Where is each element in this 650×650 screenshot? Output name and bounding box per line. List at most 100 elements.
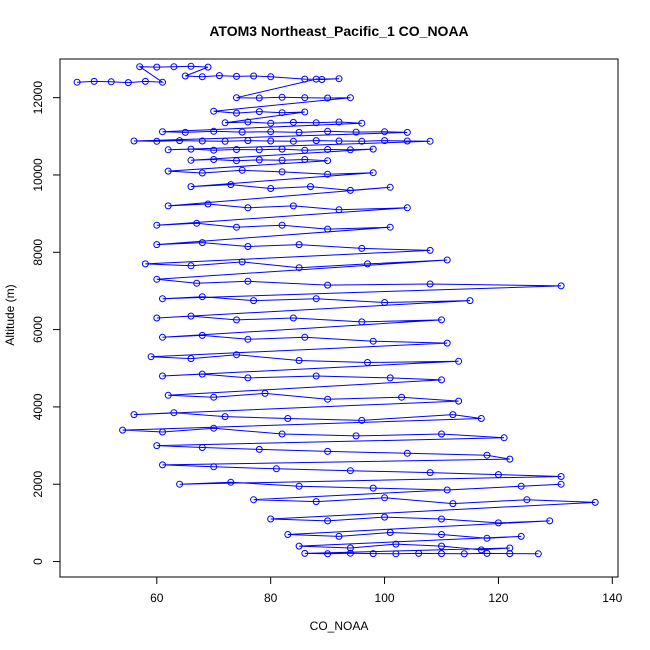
data-point xyxy=(483,549,491,557)
data-point xyxy=(267,137,275,145)
data-point xyxy=(159,461,166,469)
data-point xyxy=(233,94,240,102)
y-tick-label: 12000 xyxy=(31,81,45,115)
data-point xyxy=(346,186,354,194)
data-point xyxy=(250,72,258,80)
data-point xyxy=(358,416,366,424)
data-point xyxy=(233,146,240,153)
data-point xyxy=(267,185,275,192)
data-point xyxy=(187,145,195,153)
data-point xyxy=(352,128,360,136)
data-point xyxy=(381,137,389,145)
data-point xyxy=(141,77,149,85)
x-tick-label: 100 xyxy=(375,591,395,605)
data-point xyxy=(523,496,531,504)
data-point xyxy=(193,279,201,287)
data-point xyxy=(278,156,286,164)
data-point xyxy=(198,370,206,378)
data-point xyxy=(233,72,240,80)
data-point xyxy=(346,94,354,102)
data-point xyxy=(244,277,252,285)
data-point xyxy=(324,170,332,178)
data-point xyxy=(324,550,332,558)
data-point xyxy=(233,351,240,359)
data-point xyxy=(119,426,127,434)
data-point xyxy=(255,94,263,102)
data-point xyxy=(289,137,297,145)
data-point xyxy=(352,432,360,440)
data-point xyxy=(187,183,195,191)
data-point xyxy=(438,542,445,550)
data-point xyxy=(244,335,252,343)
data-point xyxy=(386,183,394,191)
data-point xyxy=(460,550,468,558)
data-point xyxy=(369,169,377,177)
data-point xyxy=(244,118,252,126)
y-tick-label: 6000 xyxy=(31,316,45,343)
data-point xyxy=(233,223,240,231)
data-point xyxy=(187,62,195,70)
data-series xyxy=(73,62,599,558)
data-point xyxy=(438,376,445,384)
data-point xyxy=(369,550,377,558)
data-point xyxy=(324,395,332,403)
data-point xyxy=(221,119,229,127)
data-point xyxy=(358,119,366,127)
data-point xyxy=(324,127,332,135)
data-point xyxy=(301,333,309,341)
data-point xyxy=(130,411,138,419)
data-point xyxy=(159,78,166,86)
data-point xyxy=(312,137,320,145)
data-point xyxy=(358,137,366,145)
data-point xyxy=(198,239,206,247)
data-point xyxy=(255,146,263,154)
data-point xyxy=(369,484,377,492)
data-point xyxy=(506,455,514,463)
data-point xyxy=(307,183,314,191)
data-point xyxy=(546,517,554,525)
data-point xyxy=(278,109,286,117)
data-point xyxy=(426,246,434,254)
data-point xyxy=(153,275,161,283)
data-point xyxy=(312,119,320,127)
data-point xyxy=(221,137,229,145)
data-point xyxy=(591,498,599,506)
data-point xyxy=(301,75,309,83)
data-point xyxy=(557,473,565,480)
data-point xyxy=(210,424,218,432)
data-point xyxy=(369,145,377,153)
data-point xyxy=(233,316,240,324)
data-point xyxy=(159,372,166,380)
data-point xyxy=(210,463,218,471)
data-point xyxy=(227,478,235,486)
data-point xyxy=(295,482,303,490)
data-point xyxy=(198,137,206,145)
data-point xyxy=(170,63,178,71)
data-point xyxy=(364,359,371,366)
data-point xyxy=(483,534,491,542)
data-point xyxy=(278,221,286,229)
data-point xyxy=(324,94,332,102)
data-point xyxy=(153,221,161,229)
data-point xyxy=(301,108,309,116)
x-tick-label: 80 xyxy=(264,591,278,605)
data-point xyxy=(289,314,297,322)
data-point xyxy=(289,202,297,210)
data-point xyxy=(181,72,189,80)
data-point xyxy=(301,146,309,154)
data-point xyxy=(455,397,463,405)
data-point xyxy=(147,353,155,361)
y-tick-label: 10000 xyxy=(31,158,45,192)
data-point xyxy=(494,471,502,479)
data-point xyxy=(124,79,132,87)
data-point xyxy=(477,415,485,422)
data-point xyxy=(483,451,491,459)
data-point xyxy=(170,409,178,417)
y-axis: 0 2000 4000 6000 8000 10000 12000 xyxy=(31,81,61,565)
data-point xyxy=(233,157,240,165)
data-point xyxy=(346,146,354,154)
data-point xyxy=(324,225,332,233)
data-point xyxy=(301,94,309,102)
data-point xyxy=(244,374,252,382)
data-point xyxy=(324,146,332,153)
